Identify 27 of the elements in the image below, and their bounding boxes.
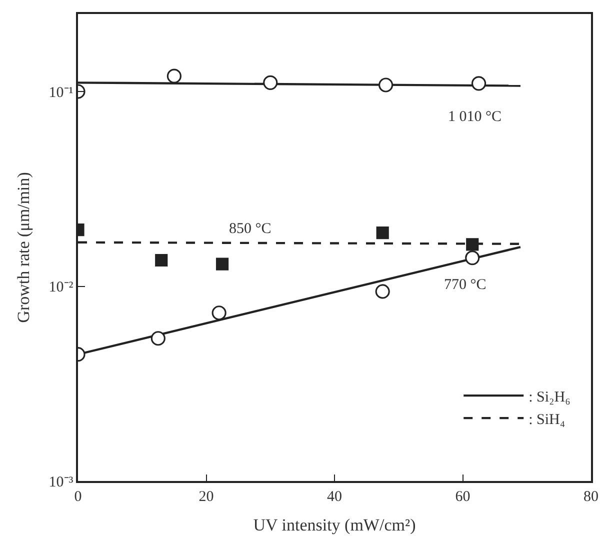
y-axis-title: Growth rate (μm/min) [14, 172, 33, 323]
annotation: 850 °C [229, 221, 272, 237]
x-tick-label: 60 [455, 488, 470, 505]
y-tick-label: 10⁻¹ [48, 84, 74, 101]
legend-label: : Si₂H₆ [528, 389, 570, 406]
legend-label: : SiH₄ [528, 412, 566, 428]
point [166, 68, 182, 84]
x-tick-label: 0 [74, 488, 82, 505]
annotation: 770 °C [444, 277, 486, 293]
point [263, 75, 278, 90]
y-tick-label: 10⁻² [48, 280, 74, 296]
point [376, 226, 389, 240]
point [212, 306, 226, 320]
annotation: 1 010 °C [448, 109, 502, 125]
point [471, 76, 486, 91]
point [375, 284, 390, 299]
x-tick-label: 80 [584, 488, 598, 505]
point [466, 238, 479, 251]
point [216, 258, 229, 270]
point [150, 331, 166, 346]
y-tick-label: 10⁻³ [48, 474, 74, 490]
x-axis-title: UV intensity (mW/cm²) [253, 516, 416, 535]
x-tick-label: 40 [327, 488, 342, 505]
point [465, 250, 480, 266]
point [155, 254, 168, 267]
x-tick-label: 20 [198, 488, 214, 505]
point [378, 78, 394, 92]
